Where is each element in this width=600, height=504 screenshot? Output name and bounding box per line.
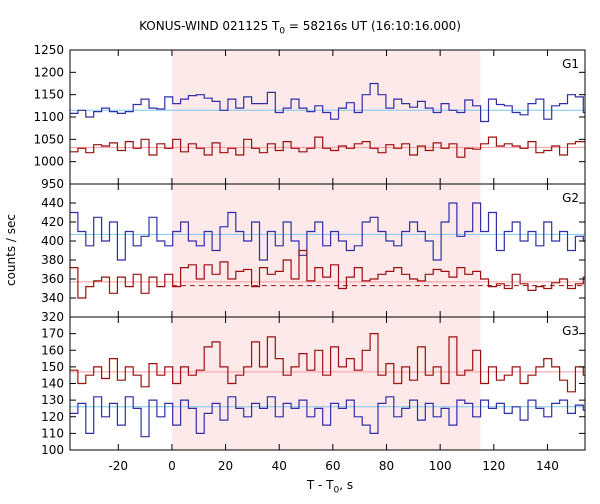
y-tick-label-G1: 950 [41,177,64,191]
y-tick-label-G3: 140 [41,377,64,391]
x-tick-label: 20 [218,459,233,473]
title-subscript: 0 [279,26,286,37]
x-tick-label: 60 [325,459,340,473]
x-tick-label: -20 [108,459,128,473]
y-tick-label-G1: 1200 [33,65,64,79]
chart-title: KONUS-WIND 021125 T0 = 58216s UT (16:10:… [0,19,600,36]
y-tick-label-G2: 320 [41,310,64,324]
y-tick-label-G1: 1150 [33,88,64,102]
panel-label-G3: G3 [562,324,579,338]
x-tick-label: 80 [379,459,394,473]
series-G2-red [70,249,585,299]
x-tick-label: 120 [482,459,505,473]
x-tick-label: 140 [536,459,559,473]
y-tick-label-G3: 110 [41,426,64,440]
y-tick-label-G1: 1050 [33,132,64,146]
panel-label-G2: G2 [562,191,579,205]
series-G3-blue [70,396,585,438]
x-axis-title: T - T0, s [0,478,600,495]
series-G2-blue [70,202,585,261]
y-tick-label-G2: 360 [41,272,64,286]
x-label-subscript: 0 [333,485,340,496]
title-main: KONUS-WIND 021125 T [139,19,280,33]
panel-label-G1: G1 [562,57,579,71]
x-label-rest: , s [339,478,354,492]
y-axis-label: counts / sec [4,213,18,287]
x-tick-label: 100 [429,459,452,473]
y-tick-label-G2: 340 [41,291,64,305]
y-tick-label-G3: 160 [41,343,64,357]
y-tick-label-G1: 1000 [33,155,64,169]
y-tick-label-G2: 440 [41,196,64,210]
y-tick-label-G3: 120 [41,410,64,424]
y-tick-label-G3: 170 [41,327,64,341]
x-label-main: T - T [306,478,334,492]
y-tick-label-G3: 100 [41,443,64,457]
title-rest: = 58216s UT (16:10:16.000) [285,19,461,33]
x-tick-label: 0 [168,459,176,473]
y-tick-label-G2: 400 [41,234,64,248]
y-tick-label-G3: 130 [41,393,64,407]
y-tick-label-G1: 1100 [33,110,64,124]
series-G1-blue [70,82,585,123]
x-tick-label: 40 [272,459,287,473]
series-G3-red [70,333,585,393]
y-tick-label-G2: 420 [41,215,64,229]
y-tick-label-G3: 150 [41,360,64,374]
burst-interval-shade [171,50,481,450]
series-G1-red [70,136,585,158]
y-tick-label-G2: 380 [41,253,64,267]
y-tick-label-G1: 1250 [33,43,64,57]
